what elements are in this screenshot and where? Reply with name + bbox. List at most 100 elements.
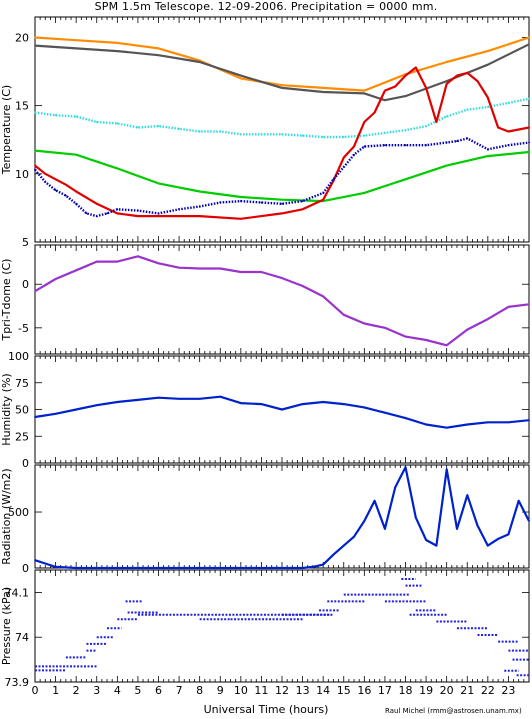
data-point — [322, 136, 325, 138]
x-tick-label: 22 — [481, 684, 495, 697]
data-point — [95, 260, 98, 263]
panel-1: 5 10 15 20 Temperature (C) — [0, 16, 530, 249]
data-point — [342, 166, 345, 168]
data-point — [137, 398, 139, 401]
data-point — [137, 215, 139, 217]
data-point — [466, 494, 469, 497]
data-point — [239, 567, 242, 569]
y-axis-label: Temperature (C) — [0, 85, 13, 175]
series-line-3 — [34, 97, 530, 139]
data-point — [157, 396, 160, 399]
data-point — [219, 130, 222, 133]
data-point — [75, 47, 78, 50]
data-point — [373, 111, 376, 114]
data-point — [404, 144, 407, 147]
data-point — [363, 520, 366, 522]
data-point — [476, 524, 479, 527]
data-point — [137, 567, 139, 569]
y-tick-label: 25 — [15, 430, 29, 443]
credit: Raul Michel (rmm@astrosen.unam.mx) — [385, 707, 522, 715]
data-point — [404, 129, 407, 132]
data-point — [54, 189, 57, 192]
data-point — [435, 544, 438, 547]
data-point — [44, 172, 47, 175]
x-tick-label: 5 — [134, 684, 141, 697]
data-point — [239, 217, 242, 220]
data-point — [363, 192, 366, 194]
data-point — [404, 466, 407, 469]
data-point — [507, 102, 510, 104]
data-point — [116, 167, 119, 170]
data-point — [384, 411, 386, 414]
y-tick-label: 0 — [22, 562, 29, 575]
data-point — [342, 136, 345, 138]
data-point — [363, 406, 366, 409]
data-point — [281, 198, 283, 201]
data-point — [116, 122, 119, 125]
data-point — [260, 271, 263, 273]
data-point — [95, 202, 98, 205]
data-point — [497, 126, 500, 129]
data-point — [486, 155, 489, 157]
data-point — [239, 74, 242, 77]
data-point — [445, 468, 448, 471]
data-point — [178, 127, 180, 130]
data-point — [44, 181, 47, 183]
data-point — [322, 295, 325, 298]
data-point — [445, 115, 448, 118]
data-point — [466, 72, 469, 74]
data-point — [239, 200, 242, 202]
data-point — [528, 126, 530, 129]
data-point — [404, 178, 407, 181]
data-point — [301, 403, 304, 406]
data-point — [34, 111, 36, 114]
x-tick-label: 7 — [176, 684, 183, 697]
data-point — [75, 153, 78, 156]
data-point — [497, 537, 500, 540]
y-tick-label: 0 — [22, 278, 29, 291]
x-tick-label: 11 — [254, 684, 268, 697]
data-point — [322, 87, 325, 89]
data-point — [445, 344, 448, 347]
data-point — [425, 539, 427, 541]
data-point — [528, 36, 530, 39]
data-point — [157, 125, 160, 127]
data-point — [301, 208, 304, 211]
data-point — [198, 567, 201, 569]
data-point — [137, 255, 139, 258]
data-point — [404, 417, 407, 419]
x-tick-label: 16 — [357, 684, 371, 697]
data-point — [301, 200, 304, 202]
data-point — [311, 565, 314, 568]
data-point — [54, 412, 57, 415]
data-point — [456, 140, 458, 142]
data-point — [363, 121, 366, 123]
data-point — [384, 527, 386, 530]
data-point — [384, 144, 386, 147]
data-point — [363, 89, 366, 92]
data-point — [486, 50, 489, 52]
data-point — [34, 168, 36, 171]
panel-frame — [34, 569, 530, 683]
data-point — [260, 133, 263, 136]
data-point — [95, 121, 98, 123]
y-tick-label: 74.1 — [5, 586, 30, 599]
data-point — [507, 533, 510, 536]
y-tick-label: 15 — [15, 100, 29, 113]
x-tick-label: 2 — [73, 684, 80, 697]
data-point — [34, 559, 36, 562]
data-point — [281, 277, 283, 280]
data-point — [106, 212, 108, 215]
data-point — [507, 306, 510, 308]
y-tick-label: 75 — [15, 377, 29, 390]
data-point — [363, 92, 366, 95]
data-point — [507, 421, 510, 424]
data-point — [476, 80, 479, 82]
data-point — [281, 567, 283, 569]
x-tick-label: 0 — [32, 684, 39, 697]
data-point — [281, 202, 283, 205]
data-point — [95, 567, 98, 569]
data-point — [394, 85, 397, 88]
y-tick-label: 500 — [8, 506, 29, 519]
